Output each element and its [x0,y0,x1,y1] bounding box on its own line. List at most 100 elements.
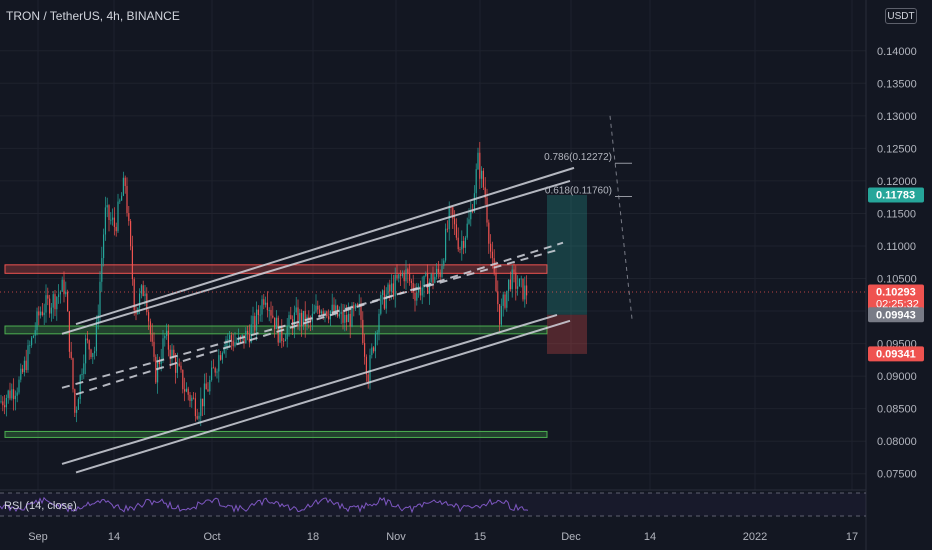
candle-body [230,335,232,341]
candle-body [27,345,29,371]
candle-body [313,311,315,314]
candle-body [499,304,501,325]
candle-body [355,304,357,309]
candle-body [319,309,321,314]
candle-body [356,304,358,306]
x-tick-label: Nov [386,531,406,543]
candle-body [405,269,407,282]
candle-body [229,335,231,340]
candle-body [198,415,200,419]
candle-body [22,368,24,373]
candle-body [47,295,49,299]
x-tick-label: Sep [28,531,48,543]
candle-body [500,305,502,325]
candle-body [403,273,405,282]
candle-body [20,368,22,380]
candle-body [362,319,364,344]
symbol-title[interactable]: TRON / TetherUS, 4h, BINANCE [6,9,180,23]
candle-body [72,358,74,390]
candle-body [97,315,99,322]
candle-body [295,307,297,313]
candle-body [94,351,96,354]
candle-body [425,273,427,276]
candle-body [191,397,193,401]
candle-body [268,310,270,311]
candle-body [347,313,349,323]
candle-body [178,363,180,366]
candle-body [301,312,303,327]
candle-body [149,321,151,335]
candle-body [477,152,479,170]
price-tag [868,307,924,323]
candle-body [212,367,214,369]
candle-body [409,273,411,281]
candle-body [151,334,153,342]
candle-body [351,305,353,327]
candle-body [322,311,324,315]
candle-body [385,294,387,309]
candle-body [38,311,40,316]
candle-body [310,318,312,322]
candle-body [338,314,340,317]
y-tick-label: 0.08500 [877,404,917,416]
candle-body [446,228,448,230]
candle-body [243,334,245,344]
candle-body [11,389,13,399]
candle-body [452,207,454,219]
candle-body [412,282,414,293]
candle-body [272,315,274,318]
candle-body [196,416,198,419]
candle-body [342,311,344,323]
candle-body [211,367,213,381]
candle-body [279,325,281,343]
candle-body [509,279,511,290]
price-tag-value: 0.11783 [876,190,915,202]
rsi-label[interactable]: RSI (14, close) [4,500,77,512]
candle-body [144,293,146,297]
candle-body [511,269,513,290]
candle-body [493,258,495,273]
candle-body [396,274,398,279]
candle-body [108,205,110,221]
x-tick-label: 18 [307,531,319,543]
candle-body [470,211,472,220]
candle-body [162,338,164,360]
price-tag [868,187,924,203]
candle-body [50,307,52,314]
candle-body [344,314,346,323]
candle-body [166,330,168,336]
candle-body [497,291,499,305]
candle-body [203,383,205,407]
candle-body [317,305,319,310]
candle-body [176,363,178,373]
candle-body [445,228,447,261]
candle-body [484,187,486,198]
candle-body [326,311,328,317]
candle-body [257,309,259,315]
candle-body [128,213,130,222]
candle-body [86,338,88,341]
candle-body [214,368,216,373]
currency-button[interactable]: USDT [885,8,917,24]
candle-body [349,313,351,327]
candle-body [297,307,299,327]
candle-body [488,222,490,244]
candle-body [520,278,522,280]
y-tick-label: 0.13500 [877,78,917,90]
candle-body [421,287,423,296]
candle-body [281,325,283,341]
candle-body [524,285,526,300]
candle-body [158,360,160,365]
candle-body [205,383,207,390]
candle-body [324,311,326,315]
candle-body [23,360,25,373]
candle-body [9,390,11,399]
candle-body [455,224,457,238]
candle-body [85,338,87,364]
candle-body [103,234,105,259]
candle-body [414,292,416,301]
fib-level-label: 0.786(0.12272) [544,152,612,163]
y-tick-label: 0.07500 [877,469,917,481]
candle-body [139,293,141,308]
